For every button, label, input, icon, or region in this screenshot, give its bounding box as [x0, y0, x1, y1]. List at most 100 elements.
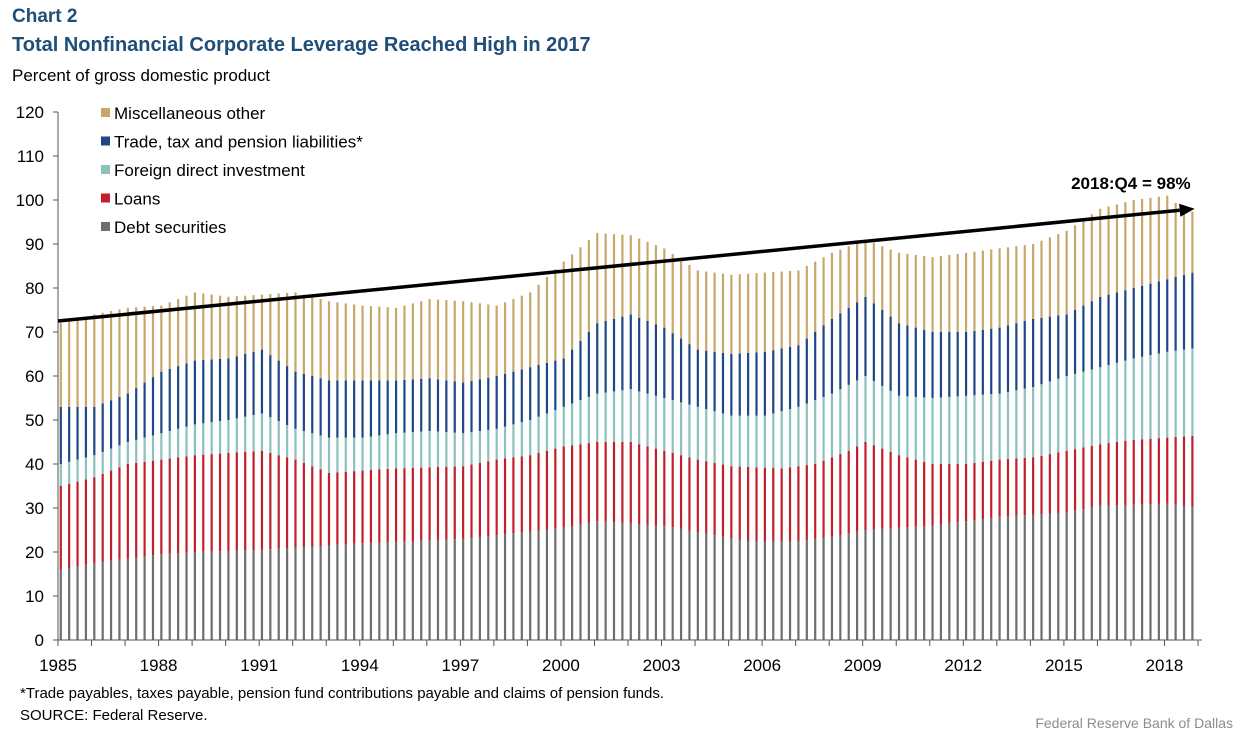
- bar-misc: [671, 253, 674, 334]
- bar-loans: [964, 464, 968, 522]
- bar-fdi: [503, 426, 507, 459]
- bar-trade: [688, 344, 691, 405]
- bar-trade: [730, 354, 733, 416]
- bar-misc: [76, 318, 79, 407]
- bar-loans: [537, 453, 540, 531]
- bar-loans: [126, 464, 129, 559]
- bar-fdi: [763, 415, 766, 468]
- bar-loans: [612, 442, 616, 523]
- bar-loans: [210, 454, 213, 552]
- bar-trade: [579, 340, 582, 401]
- bar-misc: [1115, 204, 1119, 293]
- bar-debt: [344, 544, 347, 640]
- bar-fdi: [906, 396, 909, 458]
- bar-misc: [730, 274, 733, 354]
- legend-swatch-loans: [101, 193, 110, 203]
- bar-debt: [495, 535, 498, 640]
- bar-debt: [696, 532, 699, 640]
- bar-debt: [227, 550, 230, 640]
- bar-misc: [361, 305, 364, 381]
- bar-trade: [587, 332, 590, 397]
- bar-debt: [772, 541, 775, 640]
- bar-debt: [403, 541, 406, 640]
- bar-fdi: [185, 426, 188, 457]
- bar-loans: [59, 486, 62, 570]
- bar-fdi: [814, 400, 817, 464]
- y-tick-label: 20: [25, 543, 44, 562]
- bar-misc: [210, 294, 213, 360]
- bar-misc: [797, 270, 800, 346]
- bar-misc: [126, 307, 129, 394]
- y-tick-label: 10: [25, 587, 44, 606]
- bar-loans: [1090, 445, 1093, 508]
- bar-loans: [889, 451, 892, 529]
- bar-debt: [1015, 515, 1018, 640]
- bar-misc: [244, 295, 247, 354]
- bar-fdi: [562, 406, 565, 447]
- bar-debt: [369, 542, 373, 640]
- bar-debt: [353, 543, 356, 640]
- bar-misc: [872, 242, 875, 304]
- bar-loans: [1023, 457, 1026, 516]
- bar-debt: [1124, 504, 1127, 640]
- bar-loans: [755, 467, 758, 541]
- bar-loans: [956, 464, 959, 523]
- bar-fdi: [269, 417, 272, 453]
- bar-trade: [663, 327, 666, 398]
- bar-loans: [654, 448, 658, 526]
- bar-trade: [1132, 288, 1135, 359]
- bar-trade: [235, 356, 238, 419]
- y-tick-label: 80: [25, 279, 44, 298]
- bar-loans: [847, 450, 850, 534]
- bar-debt: [973, 520, 976, 640]
- bar-trade: [705, 350, 708, 409]
- bar-trade: [629, 314, 632, 390]
- bar-fdi: [1023, 388, 1026, 458]
- bar-fdi: [177, 428, 180, 458]
- bar-fdi: [889, 390, 892, 452]
- bar-fdi: [1182, 349, 1186, 437]
- bar-loans: [990, 460, 993, 518]
- legend-label-trade: Trade, tax and pension liabilities*: [114, 133, 363, 152]
- bar-fdi: [1166, 351, 1169, 438]
- bar-misc: [990, 249, 993, 329]
- bar-loans: [487, 461, 490, 537]
- bar-trade: [126, 393, 129, 442]
- bar-trade: [1006, 325, 1010, 392]
- bar-fdi: [394, 433, 398, 469]
- bar-fdi: [84, 457, 88, 480]
- bar-debt: [1115, 505, 1119, 640]
- bar-loans: [1149, 438, 1152, 505]
- bar-trade: [990, 328, 993, 395]
- bar-fdi: [462, 433, 465, 467]
- bar-loans: [856, 446, 859, 532]
- bar-fdi: [1040, 384, 1043, 456]
- bar-fdi: [512, 424, 515, 458]
- annotation-label: 2018:Q4 = 98%: [1071, 174, 1191, 193]
- bar-loans: [503, 458, 507, 535]
- bar-misc: [721, 273, 725, 353]
- bar-misc: [311, 296, 314, 376]
- bar-trade: [747, 352, 750, 416]
- bar-trade: [755, 352, 758, 416]
- bar-fdi: [755, 415, 758, 468]
- bar-fdi: [93, 455, 96, 478]
- bar-debt: [118, 559, 121, 640]
- y-tick-label: 30: [25, 499, 44, 518]
- bar-loans: [386, 468, 389, 543]
- bar-fdi: [260, 413, 264, 451]
- bar-loans: [1040, 455, 1043, 515]
- bar-debt: [679, 528, 683, 640]
- bar-loans: [185, 456, 188, 553]
- bar-trade: [1182, 274, 1186, 350]
- bar-trade: [696, 349, 699, 407]
- bar-loans: [1191, 435, 1194, 507]
- bar-misc: [84, 316, 88, 407]
- bar-misc: [277, 293, 280, 361]
- bar-debt: [646, 524, 649, 640]
- bar-fdi: [168, 431, 171, 459]
- bar-misc: [638, 238, 641, 318]
- bar-loans: [638, 444, 641, 524]
- legend-swatch-fdi: [101, 165, 110, 174]
- x-tick-label: 2006: [743, 656, 781, 675]
